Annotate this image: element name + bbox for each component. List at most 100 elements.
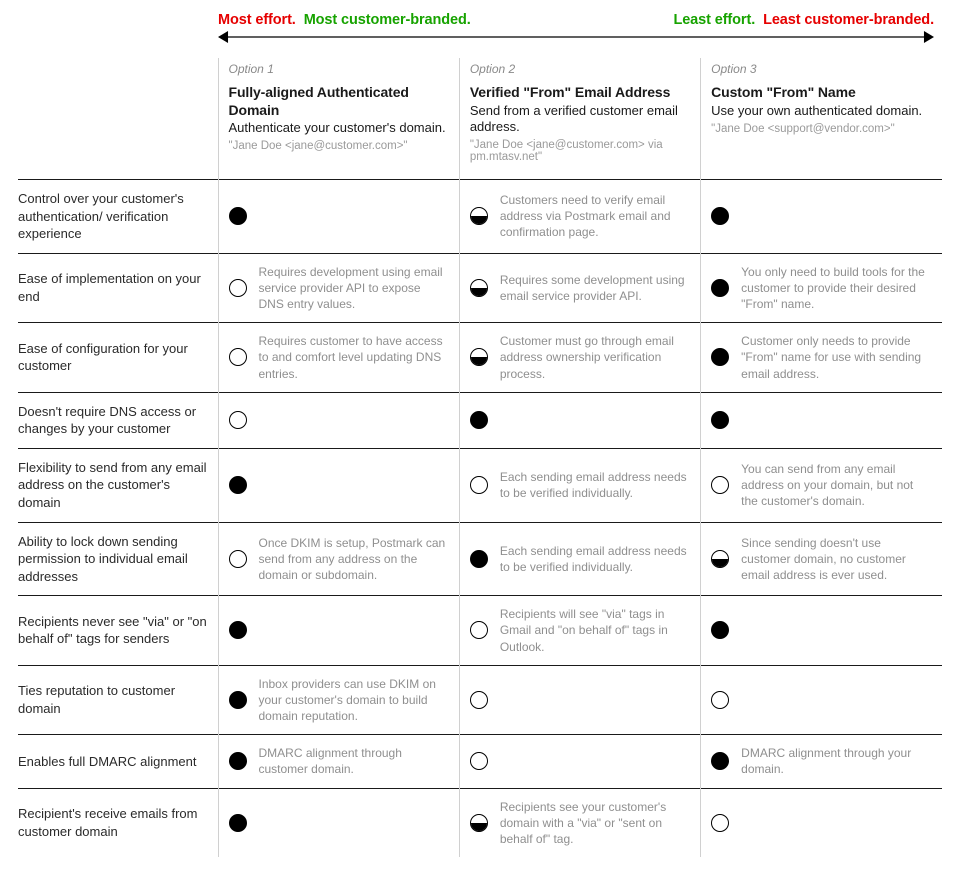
status-dot-full-icon	[229, 621, 247, 639]
cell-note: Each sending email address needs to be v…	[500, 469, 690, 501]
comparison-cell: Each sending email address needs to be v…	[459, 448, 700, 522]
comparison-cell: Each sending email address needs to be v…	[459, 522, 700, 596]
comparison-cell	[459, 665, 700, 735]
comparison-cell: DMARC alignment through customer domain.	[218, 735, 459, 788]
cell-note: You only need to build tools for the cus…	[741, 264, 932, 313]
comparison-cell: Requires some development using email se…	[459, 253, 700, 323]
left-effort-label: Most effort.	[218, 12, 296, 28]
option-example: "Jane Doe <jane@customer.com> via pm.mta…	[470, 139, 690, 163]
status-dot-full-icon	[470, 411, 488, 429]
status-dot-full-icon	[229, 691, 247, 709]
table-row: Ease of configuration for your customer R…	[18, 323, 942, 393]
cell-note: You can send from any email address on y…	[741, 461, 932, 510]
status-dot-empty-icon	[229, 279, 247, 297]
comparison-cell	[218, 392, 459, 448]
comparison-cell: Recipients see your customer's domain wi…	[459, 788, 700, 857]
left-brand-label: Most customer-branded.	[304, 12, 471, 28]
cell-note: Inbox providers can use DKIM on your cus…	[259, 676, 449, 725]
row-label: Ease of configuration for your customer	[18, 323, 218, 393]
table-row: Enables full DMARC alignmentDMARC alignm…	[18, 735, 942, 788]
comparison-cell: Once DKIM is setup, Postmark can send fr…	[218, 522, 459, 596]
comparison-cell: Since sending doesn't use customer domai…	[701, 522, 942, 596]
row-label: Recipient's receive emails from customer…	[18, 788, 218, 857]
option-example: "Jane Doe <support@vendor.com>"	[711, 123, 932, 135]
status-dot-empty-icon	[711, 691, 729, 709]
table-row: Recipients never see "via" or "on behalf…	[18, 596, 942, 666]
comparison-cell: Recipients will see "via" tags in Gmail …	[459, 596, 700, 666]
status-dot-full-icon	[229, 207, 247, 225]
status-dot-half-icon	[470, 814, 488, 832]
status-dot-full-icon	[711, 411, 729, 429]
cell-note: Requires development using email service…	[259, 264, 449, 313]
option-subtitle: Use your own authenticated domain.	[711, 103, 932, 119]
status-dot-full-icon	[711, 752, 729, 770]
cell-note: Recipients see your customer's domain wi…	[500, 799, 690, 848]
comparison-cell	[218, 180, 459, 254]
option-number: Option 1	[229, 62, 449, 76]
cell-note: Customer only needs to provide "From" na…	[741, 333, 932, 382]
headline-right: Least effort. Least customer-branded.	[673, 12, 934, 28]
comparison-cell: Requires customer to have access to and …	[218, 323, 459, 393]
comparison-cell: Customers need to verify email address v…	[459, 180, 700, 254]
option-number: Option 3	[711, 62, 932, 76]
comparison-cell	[218, 596, 459, 666]
table-row: Ease of implementation on your end Requir…	[18, 253, 942, 323]
table-row: Flexibility to send from any email addre…	[18, 448, 942, 522]
status-dot-empty-icon	[229, 411, 247, 429]
status-dot-half-icon	[470, 279, 488, 297]
column-header-3: Option 3 Custom "From" Name Use your own…	[701, 58, 942, 180]
status-dot-half-icon	[470, 207, 488, 225]
row-label: Ability to lock down sending permission …	[18, 522, 218, 596]
status-dot-empty-icon	[470, 621, 488, 639]
option-example: "Jane Doe <jane@customer.com>"	[229, 140, 449, 152]
status-dot-half-icon	[470, 348, 488, 366]
double-arrow-icon	[218, 30, 934, 44]
spectrum-headline: Most effort. Most customer-branded. Leas…	[18, 12, 942, 28]
option-subtitle: Send from a verified customer email addr…	[470, 103, 690, 136]
status-dot-empty-icon	[711, 476, 729, 494]
comparison-cell	[701, 392, 942, 448]
status-dot-empty-icon	[229, 550, 247, 568]
table-row: Control over your customer's authenticat…	[18, 180, 942, 254]
table-row: Doesn't require DNS access or changes by…	[18, 392, 942, 448]
option-title: Fully-aligned Authenticated Domain	[229, 84, 449, 119]
table-row: Recipient's receive emails from customer…	[18, 788, 942, 857]
status-dot-half-icon	[711, 550, 729, 568]
row-label: Enables full DMARC alignment	[18, 735, 218, 788]
status-dot-empty-icon	[470, 752, 488, 770]
comparison-table: Option 1 Fully-aligned Authenticated Dom…	[18, 58, 942, 857]
comparison-cell	[218, 448, 459, 522]
row-label: Ease of implementation on your end	[18, 253, 218, 323]
table-row: Ability to lock down sending permission …	[18, 522, 942, 596]
status-dot-empty-icon	[470, 476, 488, 494]
comparison-cell: Requires development using email service…	[218, 253, 459, 323]
row-label: Ties reputation to customer domain	[18, 665, 218, 735]
cell-note: Once DKIM is setup, Postmark can send fr…	[259, 535, 449, 584]
status-dot-full-icon	[229, 476, 247, 494]
right-brand-label: Least customer-branded.	[763, 12, 934, 28]
option-subtitle: Authenticate your customer's domain.	[229, 120, 449, 136]
comparison-cell	[218, 788, 459, 857]
comparison-cell: Customer must go through email address o…	[459, 323, 700, 393]
option-title: Verified "From" Email Address	[470, 84, 690, 102]
cell-note: Customer must go through email address o…	[500, 333, 690, 382]
row-label: Control over your customer's authenticat…	[18, 180, 218, 254]
cell-note: Requires customer to have access to and …	[259, 333, 449, 382]
cell-note: Each sending email address needs to be v…	[500, 543, 690, 575]
comparison-cell	[701, 596, 942, 666]
row-label: Recipients never see "via" or "on behalf…	[18, 596, 218, 666]
status-dot-full-icon	[711, 207, 729, 225]
spectrum-arrow-wrap	[18, 30, 942, 44]
status-dot-full-icon	[711, 279, 729, 297]
status-dot-empty-icon	[229, 348, 247, 366]
cell-note: Requires some development using email se…	[500, 272, 690, 304]
comparison-cell: Customer only needs to provide "From" na…	[701, 323, 942, 393]
comparison-cell: DMARC alignment through your domain.	[701, 735, 942, 788]
status-dot-full-icon	[229, 814, 247, 832]
option-number: Option 2	[470, 62, 690, 76]
comparison-cell	[701, 180, 942, 254]
status-dot-full-icon	[229, 752, 247, 770]
status-dot-empty-icon	[711, 814, 729, 832]
status-dot-full-icon	[711, 348, 729, 366]
status-dot-empty-icon	[470, 691, 488, 709]
